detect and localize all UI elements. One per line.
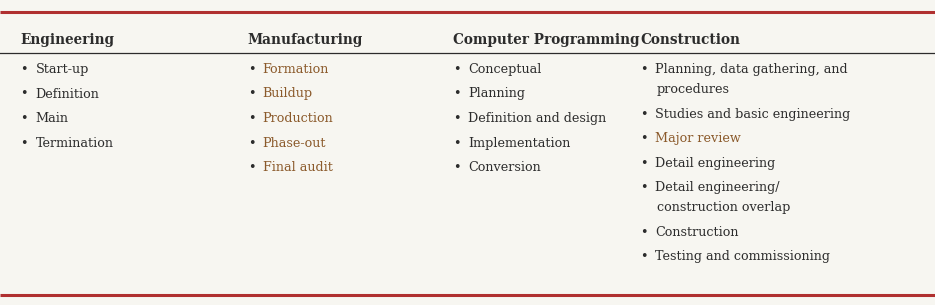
Text: Formation: Formation (263, 63, 329, 76)
Text: •: • (248, 63, 255, 76)
Text: •: • (640, 132, 648, 145)
Text: •: • (640, 226, 648, 239)
Text: •: • (21, 88, 28, 101)
Text: Detail engineering/: Detail engineering/ (655, 181, 780, 194)
Text: Manufacturing: Manufacturing (248, 33, 363, 47)
Text: Phase-out: Phase-out (263, 137, 326, 149)
Text: Testing and commissioning: Testing and commissioning (655, 250, 830, 263)
Text: •: • (21, 137, 28, 149)
Text: Construction: Construction (640, 33, 741, 47)
Text: Implementation: Implementation (468, 137, 571, 149)
Text: Engineering: Engineering (21, 33, 115, 47)
Text: construction overlap: construction overlap (657, 201, 790, 214)
Text: •: • (21, 63, 28, 76)
Text: Start-up: Start-up (36, 63, 89, 76)
Text: Buildup: Buildup (263, 88, 313, 101)
Text: •: • (640, 156, 648, 170)
Text: Studies and basic engineering: Studies and basic engineering (655, 108, 851, 120)
Text: •: • (640, 250, 648, 263)
Text: Planning: Planning (468, 88, 525, 101)
Text: •: • (453, 88, 461, 101)
Text: Computer Programming: Computer Programming (453, 33, 640, 47)
Text: Definition and design: Definition and design (468, 112, 607, 125)
Text: •: • (640, 108, 648, 120)
Text: Planning, data gathering, and: Planning, data gathering, and (655, 63, 848, 76)
Text: Final audit: Final audit (263, 161, 333, 174)
Text: •: • (248, 161, 255, 174)
Text: •: • (248, 88, 255, 101)
Text: Major review: Major review (655, 132, 741, 145)
Text: •: • (640, 181, 648, 194)
Text: procedures: procedures (657, 83, 730, 96)
Text: •: • (640, 63, 648, 76)
Text: Termination: Termination (36, 137, 113, 149)
Text: •: • (248, 112, 255, 125)
Text: •: • (453, 112, 461, 125)
Text: •: • (453, 137, 461, 149)
Text: •: • (453, 63, 461, 76)
Text: Conceptual: Conceptual (468, 63, 542, 76)
Text: •: • (21, 112, 28, 125)
Text: Main: Main (36, 112, 68, 125)
Text: Detail engineering: Detail engineering (655, 156, 776, 170)
Text: •: • (248, 137, 255, 149)
Text: Definition: Definition (36, 88, 99, 101)
Text: Construction: Construction (655, 226, 739, 239)
Text: Conversion: Conversion (468, 161, 541, 174)
Text: Production: Production (263, 112, 334, 125)
Text: •: • (453, 161, 461, 174)
